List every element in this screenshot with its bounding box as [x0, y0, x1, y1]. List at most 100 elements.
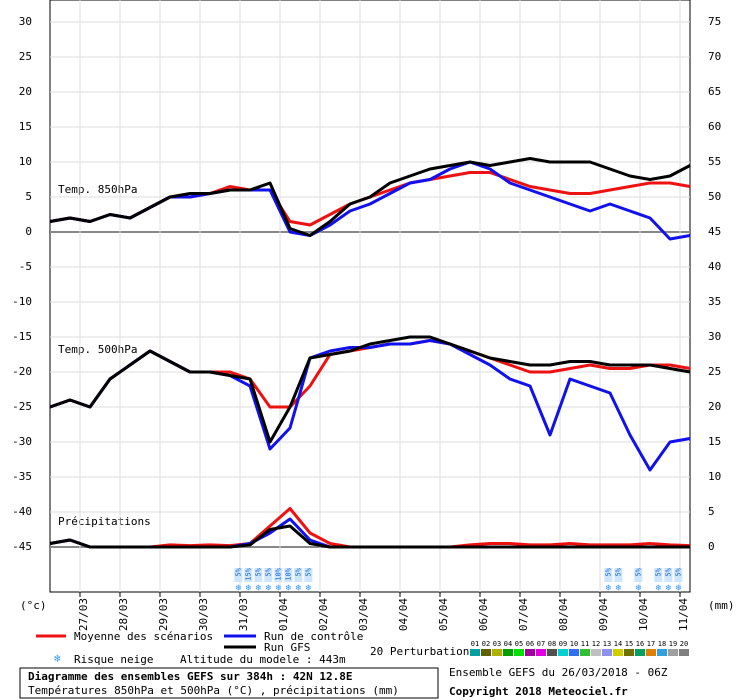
snow-label: 5%	[264, 567, 272, 576]
plot-frame	[49, 0, 691, 593]
legend-label: 20 Perturbations	[370, 645, 476, 658]
y-tick-label: -20	[12, 365, 32, 378]
perturbation-number: 10	[570, 640, 578, 648]
snow-icon: ❄	[606, 584, 612, 594]
perturbation-swatch	[657, 649, 667, 656]
snow-box	[664, 568, 673, 582]
y2-tick-label: 40	[708, 260, 721, 273]
copyright: Copyright 2018 Meteociel.fr	[449, 685, 628, 698]
x-tick-label: 28/03	[117, 598, 130, 631]
snow-icon: ❄	[276, 584, 282, 594]
x-tick-label: 30/03	[197, 598, 210, 631]
snow-icon: ❄	[236, 584, 242, 594]
snow-box	[234, 568, 243, 582]
perturbation-number: 20	[680, 640, 688, 648]
y-tick-label: -40	[12, 505, 32, 518]
y2-tick-label: 10	[708, 470, 721, 483]
snow-icon: ❄	[54, 652, 61, 665]
y-tick-label: -5	[19, 260, 32, 273]
y2-tick-label: 60	[708, 120, 721, 133]
snow-label: 10%	[284, 567, 292, 580]
perturbation-swatch	[481, 649, 491, 656]
snow-box	[264, 568, 273, 582]
x-tick-label: 02/04	[317, 598, 330, 631]
run-line	[49, 335, 691, 444]
perturbation-number: 05	[515, 640, 523, 648]
legend-label: Run de contrôle	[264, 630, 363, 643]
run-line	[49, 524, 690, 549]
x-tick-label: 27/03	[77, 598, 90, 631]
y-tick-label: -30	[12, 435, 32, 448]
snow-box	[294, 568, 303, 582]
snow-box	[634, 568, 643, 582]
perturbation-swatch	[679, 649, 689, 656]
legend-label: Run GFS	[264, 641, 310, 654]
x-tick-label: 04/04	[397, 598, 410, 631]
x-tick-label: 03/04	[357, 598, 370, 631]
x-tick-label: 11/04	[677, 598, 690, 631]
snow-label: 5%	[674, 567, 682, 576]
perturbation-swatch	[558, 649, 568, 656]
y-tick-label: -15	[12, 330, 32, 343]
perturbation-number: 15	[625, 640, 633, 648]
y2-tick-label: 35	[708, 295, 721, 308]
y2-tick-label: 5	[708, 505, 715, 518]
snow-box	[654, 568, 663, 582]
snow-icon: ❄	[656, 584, 662, 594]
x-tick-label: 31/03	[237, 598, 250, 631]
snow-icon: ❄	[616, 584, 622, 594]
y-tick-label: 0	[25, 225, 32, 238]
perturbation-number: 11	[581, 640, 589, 648]
x-tick-label: 06/04	[477, 598, 490, 631]
perturbation-number: 03	[493, 640, 501, 648]
snow-icon: ❄	[256, 584, 262, 594]
perturbation-number: 12	[592, 640, 600, 648]
y-unit: (°c)	[20, 599, 47, 612]
snow-box	[274, 568, 283, 582]
y-tick-label: -45	[12, 540, 32, 553]
snow-label: 5%	[234, 567, 242, 576]
panel-label: Précipitations	[58, 515, 151, 528]
perturbation-swatch	[536, 649, 546, 656]
perturbation-number: 13	[603, 640, 611, 648]
x-tick-label: 10/04	[637, 598, 650, 631]
legend-label: Moyenne des scénarios	[74, 630, 213, 643]
perturbation-number: 16	[636, 640, 644, 648]
perturbation-swatch	[470, 649, 480, 656]
footer-subtitle: Températures 850hPa et 500hPa (°C) , pré…	[28, 684, 399, 697]
snow-box	[674, 568, 683, 582]
y2-tick-label: 45	[708, 225, 721, 238]
perturbation-number: 02	[482, 640, 490, 648]
y-tick-label: -35	[12, 470, 32, 483]
run-info: Ensemble GEFS du 26/03/2018 - 06Z	[449, 666, 668, 679]
perturbation-swatch	[514, 649, 524, 656]
perturbation-swatch	[547, 649, 557, 656]
perturbation-swatch	[591, 649, 601, 656]
snow-box	[304, 568, 313, 582]
snow-icon: ❄	[266, 584, 272, 594]
y2-tick-label: 75	[708, 15, 721, 28]
snow-box	[254, 568, 263, 582]
legend-label: Risque neige	[74, 653, 153, 666]
snow-box	[284, 568, 293, 582]
snow-icon: ❄	[636, 584, 642, 594]
y2-tick-label: 50	[708, 190, 721, 203]
snow-label: 5%	[664, 567, 672, 576]
perturbation-number: 19	[669, 640, 677, 648]
snow-label: 5%	[654, 567, 662, 576]
perturbation-swatch	[525, 649, 535, 656]
perturbation-swatch	[668, 649, 678, 656]
perturbation-number: 07	[537, 640, 545, 648]
footer-box	[19, 667, 439, 699]
footer-title: Diagramme des ensembles GEFS sur 384h : …	[28, 670, 353, 683]
snow-icon: ❄	[286, 584, 292, 594]
perturbation-swatch	[624, 649, 634, 656]
perturbation-swatch	[492, 649, 502, 656]
y2-tick-label: 15	[708, 435, 721, 448]
snow-label: 5%	[294, 567, 302, 576]
x-tick-label: 09/04	[597, 598, 610, 631]
perturbation-number: 14	[614, 640, 622, 648]
perturbation-swatch	[613, 649, 623, 656]
snow-icon: ❄	[246, 584, 252, 594]
perturbation-number: 18	[658, 640, 666, 648]
